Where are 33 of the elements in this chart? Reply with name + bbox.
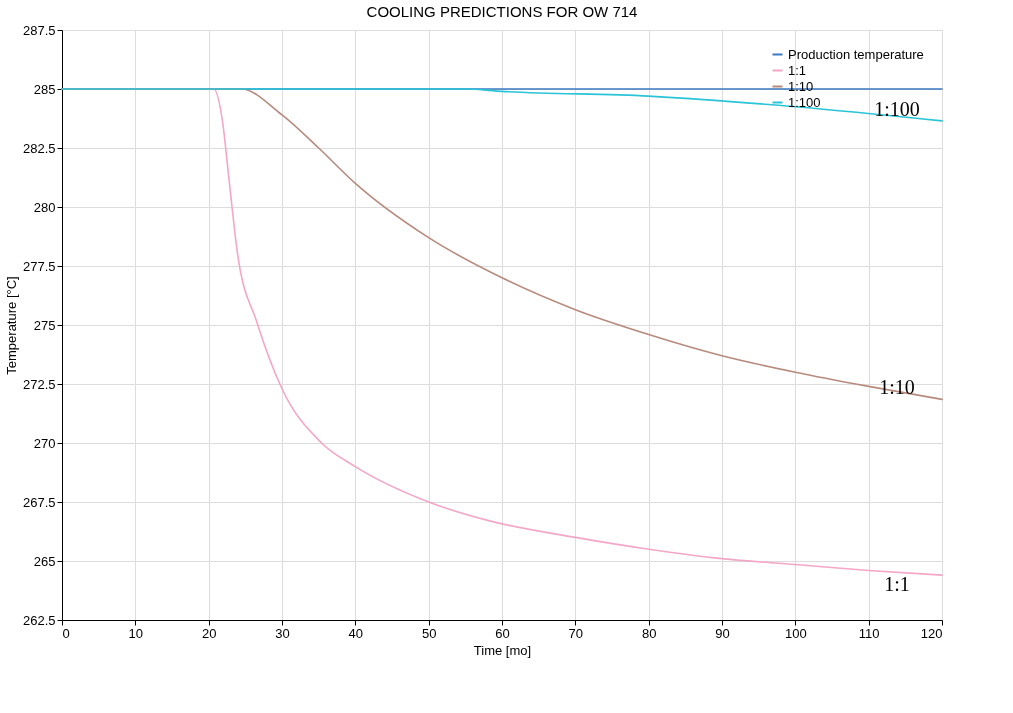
y-tick-label: 287.5	[22, 22, 56, 38]
annotation: 1:10	[879, 376, 915, 398]
y-tick-label: 265	[33, 553, 56, 569]
x-tick-label: 80	[641, 625, 657, 641]
y-tick-label: 282.5	[22, 140, 56, 156]
y-tick-label: 285	[33, 81, 56, 97]
x-tick-label: 110	[858, 625, 880, 641]
x-tick-label: 50	[421, 625, 437, 641]
y-tick-label: 277.5	[22, 258, 56, 274]
x-tick-label: 120	[920, 625, 943, 641]
x-tick-label: 40	[348, 625, 364, 641]
legend-label: 1:1	[788, 62, 807, 78]
y-tick-label: 280	[33, 199, 56, 215]
y-axis-title: Temperature [°C]	[3, 276, 19, 375]
legend-label: 1:100	[788, 94, 821, 110]
x-tick-label: 30	[275, 625, 290, 641]
y-tick-label: 272.5	[22, 376, 56, 392]
x-tick-label: 90	[715, 625, 730, 641]
y-tick-label: 270	[33, 435, 56, 451]
x-tick-label: 100	[784, 625, 807, 641]
legend-label: Production temperature	[788, 46, 924, 62]
x-tick-label: 20	[201, 625, 217, 641]
x-tick-label: 70	[568, 625, 584, 641]
x-tick-label: 60	[495, 625, 510, 641]
x-axis-title: Time [mo]	[473, 642, 532, 658]
chart-title: COOLING PREDICTIONS FOR OW 714	[366, 3, 638, 20]
x-tick-label: 10	[128, 625, 144, 641]
y-tick-label: 275	[33, 317, 56, 333]
annotation: 1:100	[874, 98, 920, 120]
x-tick-label: 0	[62, 625, 70, 641]
y-tick-label: 262.5	[22, 612, 56, 628]
annotation: 1:1	[884, 573, 910, 595]
y-tick-label: 267.5	[22, 494, 56, 510]
